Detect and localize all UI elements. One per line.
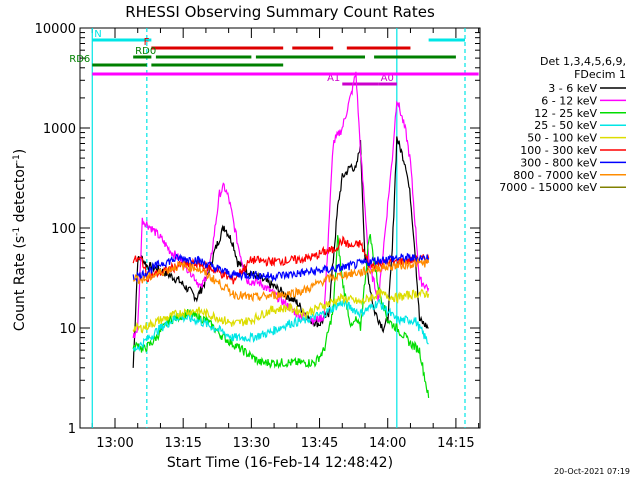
series-line — [132, 257, 430, 303]
time-markers — [91, 28, 466, 428]
x-tick-label: 14:15 — [437, 436, 474, 451]
y-tick-label: 100 — [51, 222, 76, 237]
series-lines — [132, 71, 430, 398]
y-axis-label: Count Rate (s-1 detector-1) — [12, 149, 28, 331]
legend-label: 100 - 300 keV — [520, 144, 597, 157]
x-tick-label: 13:45 — [301, 436, 338, 451]
series-line — [132, 252, 430, 283]
series-line — [132, 71, 430, 339]
flag-label: A1 — [327, 73, 340, 84]
y-tick-label: 10000 — [35, 22, 76, 37]
plot-frame — [79, 27, 481, 429]
legend-label: 6 - 12 keV — [541, 94, 597, 107]
axis-ticks: 1 10 100 1000 10000 13:00 13:15 13:30 13:45 14:00… — [35, 22, 480, 451]
series-line — [132, 136, 429, 368]
timestamp: 20-Oct-2021 07:19 — [554, 467, 630, 476]
series-line — [132, 298, 429, 353]
x-axis-label: Start Time (16-Feb-14 12:48:42) — [167, 455, 393, 471]
legend-label: 800 - 7000 keV — [513, 169, 597, 182]
x-tick-label: 14:00 — [369, 436, 406, 451]
y-tick-label: 1 — [68, 422, 76, 437]
x-tick-label: 13:00 — [96, 436, 133, 451]
y-tick-label: 1000 — [43, 122, 76, 137]
legend-label: 50 - 100 keV — [527, 132, 597, 145]
legend-label: 12 - 25 keV — [534, 107, 597, 120]
legend-label: 25 - 50 keV — [534, 119, 597, 132]
x-tick-label: 13:15 — [164, 436, 201, 451]
legend-title-line2: FDecim 1 — [574, 68, 626, 81]
legend-label: 7000 - 15000 keV — [499, 181, 597, 194]
legend-label: 300 - 800 keV — [520, 156, 597, 169]
flag-label: A0 — [381, 73, 394, 84]
series-line — [132, 287, 430, 334]
flag-label: F — [144, 37, 150, 48]
chart-title: RHESSI Observing Summary Count Rates — [125, 3, 435, 21]
flag-label: N — [94, 29, 101, 40]
legend-label: 3 - 6 keV — [548, 82, 597, 95]
y-tick-label: 10 — [59, 322, 76, 337]
x-tick-label: 13:30 — [233, 436, 270, 451]
flag-label: RD0 — [135, 46, 156, 57]
flag-label: RD6 — [69, 54, 90, 65]
legend-title-line1: Det 1,3,4,5,6,9, — [540, 55, 626, 68]
